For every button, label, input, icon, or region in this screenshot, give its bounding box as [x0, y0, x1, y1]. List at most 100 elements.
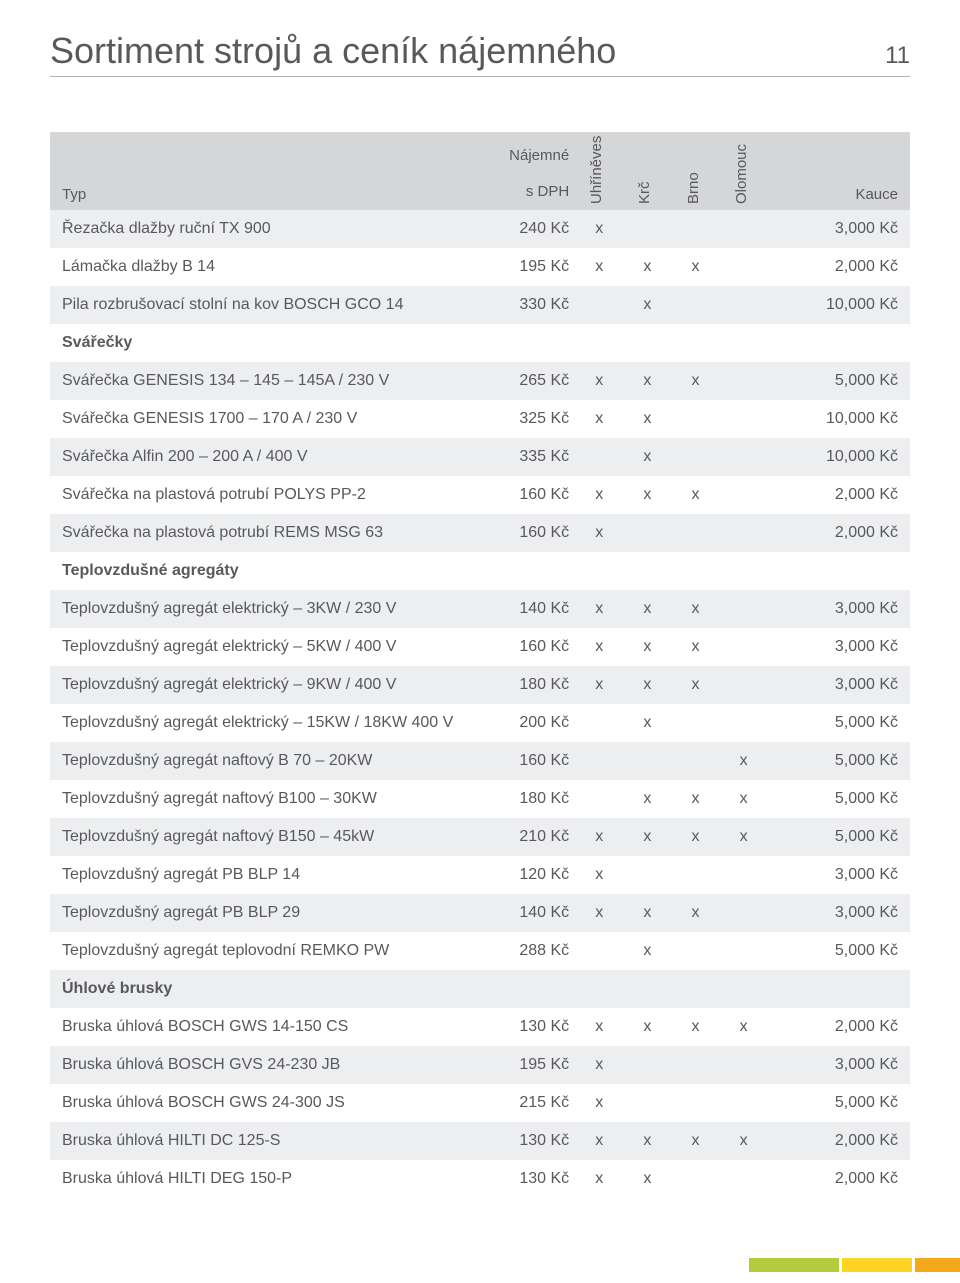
- cell-typ: Svářečka na plastová potrubí POLYS PP-2: [50, 476, 477, 514]
- cell-kauce: 10,000 Kč: [768, 438, 910, 476]
- cell-mark: x: [671, 780, 719, 818]
- cell-mark: [720, 286, 768, 324]
- cell-mark: [720, 894, 768, 932]
- cell-mark: x: [575, 666, 623, 704]
- cell-mark: x: [575, 1008, 623, 1046]
- table-row: Teplovzdušný agregát PB BLP 29140 Kčxxx3…: [50, 894, 910, 932]
- cell-kauce: 3,000 Kč: [768, 590, 910, 628]
- col-sdph-label: s DPH: [526, 183, 569, 200]
- price-table: Typ Nájemné Uhříněves Krč Brno Olomouc: [50, 132, 910, 1198]
- cell-mark: x: [623, 1160, 671, 1198]
- cell-mark: [671, 704, 719, 742]
- cell-mark: [720, 248, 768, 286]
- cell-mark: x: [671, 362, 719, 400]
- cell-mark: [671, 1160, 719, 1198]
- cell-price: 160 Kč: [477, 476, 575, 514]
- cell-kauce: 5,000 Kč: [768, 1084, 910, 1122]
- col-typ-label: Typ: [62, 186, 86, 203]
- cell-price: 140 Kč: [477, 590, 575, 628]
- cell-mark: [623, 742, 671, 780]
- cell-mark: x: [671, 1008, 719, 1046]
- col-olomouc-label: Olomouc: [733, 144, 750, 204]
- page-number: 11: [885, 42, 910, 70]
- cell-typ: Svářečka Alfin 200 – 200 A / 400 V: [50, 438, 477, 476]
- cell-mark: x: [671, 590, 719, 628]
- cell-mark: x: [575, 590, 623, 628]
- cell-mark: [671, 742, 719, 780]
- cell-mark: x: [720, 1008, 768, 1046]
- cell-mark: x: [671, 818, 719, 856]
- decor-bar: [915, 1258, 960, 1272]
- cell-price: 130 Kč: [477, 1008, 575, 1046]
- cell-mark: x: [575, 1160, 623, 1198]
- cell-price: 180 Kč: [477, 780, 575, 818]
- cell-mark: x: [671, 476, 719, 514]
- cell-typ: Bruska úhlová HILTI DEG 150-P: [50, 1160, 477, 1198]
- cell-typ: Teplovzdušný agregát elektrický – 9KW / …: [50, 666, 477, 704]
- cell-price: 140 Kč: [477, 894, 575, 932]
- table-row: Bruska úhlová BOSCH GWS 14-150 CS130 Kčx…: [50, 1008, 910, 1046]
- table-row: Pila rozbrušovací stolní na kov BOSCH GC…: [50, 286, 910, 324]
- cell-mark: [720, 1046, 768, 1084]
- cell-mark: [575, 742, 623, 780]
- cell-mark: x: [720, 742, 768, 780]
- cell-kauce: 5,000 Kč: [768, 932, 910, 970]
- cell-typ: Bruska úhlová HILTI DC 125-S: [50, 1122, 477, 1160]
- cell-kauce: 5,000 Kč: [768, 818, 910, 856]
- cell-mark: [720, 932, 768, 970]
- cell-typ: Svářečka GENESIS 134 – 145 – 145A / 230 …: [50, 362, 477, 400]
- cell-mark: x: [623, 362, 671, 400]
- cell-mark: x: [623, 894, 671, 932]
- cell-mark: [671, 210, 719, 248]
- cell-kauce: 2,000 Kč: [768, 476, 910, 514]
- cell-mark: [720, 476, 768, 514]
- cell-price: 325 Kč: [477, 400, 575, 438]
- cell-mark: [671, 400, 719, 438]
- cell-kauce: 5,000 Kč: [768, 742, 910, 780]
- table-row: Bruska úhlová HILTI DEG 150-P130 Kčxx2,0…: [50, 1160, 910, 1198]
- cell-mark: [575, 438, 623, 476]
- col-uhrineves-label: Uhříněves: [588, 136, 605, 204]
- cell-mark: [720, 210, 768, 248]
- cell-typ: Bruska úhlová BOSCH GWS 14-150 CS: [50, 1008, 477, 1046]
- cell-price: 130 Kč: [477, 1160, 575, 1198]
- cell-typ: Teplovzdušný agregát PB BLP 29: [50, 894, 477, 932]
- cell-mark: [720, 400, 768, 438]
- section-label: Teplovzdušné agregáty: [50, 552, 910, 590]
- cell-mark: x: [623, 1008, 671, 1046]
- table-row: Teplovzdušný agregát naftový B100 – 30KW…: [50, 780, 910, 818]
- section-row: Teplovzdušné agregáty: [50, 552, 910, 590]
- cell-price: 330 Kč: [477, 286, 575, 324]
- cell-mark: [575, 780, 623, 818]
- table-row: Bruska úhlová HILTI DC 125-S130 Kčxxxx2,…: [50, 1122, 910, 1160]
- cell-price: 195 Kč: [477, 248, 575, 286]
- cell-mark: x: [575, 362, 623, 400]
- cell-mark: [720, 514, 768, 552]
- cell-typ: Teplovzdušný agregát elektrický – 5KW / …: [50, 628, 477, 666]
- cell-mark: [623, 856, 671, 894]
- cell-typ: Teplovzdušný agregát elektrický – 15KW /…: [50, 704, 477, 742]
- cell-mark: x: [575, 400, 623, 438]
- cell-mark: [720, 1160, 768, 1198]
- cell-mark: [671, 1046, 719, 1084]
- cell-mark: [671, 286, 719, 324]
- cell-kauce: 10,000 Kč: [768, 400, 910, 438]
- table-row: Řezačka dlažby ruční TX 900240 Kčx3,000 …: [50, 210, 910, 248]
- cell-kauce: 5,000 Kč: [768, 704, 910, 742]
- table-row: Teplovzdušný agregát elektrický – 9KW / …: [50, 666, 910, 704]
- section-label: Svářečky: [50, 324, 910, 362]
- cell-mark: x: [720, 780, 768, 818]
- table-row: Svářečka Alfin 200 – 200 A / 400 V335 Kč…: [50, 438, 910, 476]
- cell-mark: x: [671, 1122, 719, 1160]
- cell-mark: x: [671, 894, 719, 932]
- cell-price: 160 Kč: [477, 628, 575, 666]
- cell-kauce: 2,000 Kč: [768, 1008, 910, 1046]
- cell-mark: [720, 704, 768, 742]
- cell-mark: [575, 286, 623, 324]
- cell-typ: Teplovzdušný agregát elektrický – 3KW / …: [50, 590, 477, 628]
- cell-mark: [671, 438, 719, 476]
- table-row: Teplovzdušný agregát PB BLP 14120 Kčx3,0…: [50, 856, 910, 894]
- col-brno-label: Brno: [685, 172, 702, 204]
- cell-typ: Teplovzdušný agregát naftový B150 – 45kW: [50, 818, 477, 856]
- col-najemne-label: Nájemné: [509, 147, 569, 164]
